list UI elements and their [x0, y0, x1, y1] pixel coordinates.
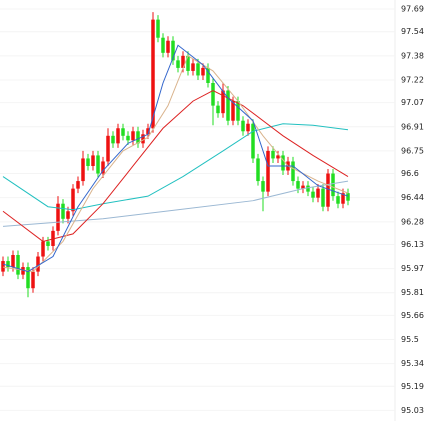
y-tick-label: 95.66: [401, 311, 424, 320]
candle-body: [6, 261, 10, 268]
candle-body: [211, 82, 215, 106]
candle-body: [36, 256, 40, 272]
candle-body: [41, 241, 45, 257]
candle-body: [231, 101, 235, 121]
candle-body: [116, 128, 120, 144]
y-tick-label: 95.03: [401, 406, 424, 415]
moving-average: [2, 44, 349, 273]
y-tick-label: 96.13: [401, 240, 424, 249]
candle-body: [86, 158, 90, 166]
candle-body: [101, 161, 105, 174]
candle-body: [221, 90, 225, 114]
candle-body: [251, 123, 255, 159]
candle-body: [291, 161, 295, 182]
candle-body: [141, 134, 145, 144]
candle-body: [161, 37, 165, 53]
candle-body: [26, 267, 30, 289]
y-tick-label: 95.34: [401, 359, 424, 368]
y-tick-label: 95.5: [401, 335, 419, 344]
candle-body: [296, 181, 300, 189]
candle-body: [171, 40, 175, 61]
candle-body: [61, 203, 65, 219]
candle-body: [226, 90, 230, 121]
candle-body: [331, 173, 335, 197]
candle-body: [66, 211, 70, 219]
y-tick-label: 97.22: [401, 75, 424, 84]
candle-body: [56, 203, 60, 231]
candle-body: [256, 158, 260, 182]
candle-body: [31, 271, 35, 289]
y-tick-label: 95.81: [401, 288, 424, 297]
candle-body: [191, 63, 195, 71]
candle-body: [166, 40, 170, 53]
candle-body: [16, 255, 20, 275]
candle-body: [271, 150, 275, 159]
candle-body: [96, 155, 100, 174]
y-tick-label: 95.97: [401, 264, 424, 273]
candle-body: [246, 123, 250, 132]
candle-body: [336, 196, 340, 204]
candle-body: [176, 60, 180, 68]
candle-body: [121, 128, 125, 136]
moving-average: [2, 55, 349, 273]
candle-body: [281, 155, 285, 171]
candle-body: [146, 128, 150, 135]
candle-body: [151, 19, 155, 129]
candle-body: [261, 181, 265, 192]
candle-body: [276, 155, 280, 159]
candle-body: [316, 188, 320, 198]
candle-body: [301, 185, 305, 189]
candle-body: [206, 67, 210, 83]
candle-body: [181, 55, 185, 68]
candle-body: [91, 155, 95, 166]
y-tick-label: 97.07: [401, 98, 424, 107]
candle-body: [11, 255, 15, 268]
candle-body: [21, 267, 25, 275]
y-tick-label: 97.69: [401, 5, 424, 14]
y-tick-label: 96.91: [401, 122, 424, 131]
candle-body: [136, 131, 140, 144]
candle-body: [76, 181, 80, 189]
candle-body: [81, 158, 85, 182]
candle-body: [46, 241, 50, 246]
candle-body: [131, 131, 135, 141]
y-tick-label: 97.38: [401, 51, 424, 60]
candle-body: [311, 191, 315, 198]
candle-body: [326, 173, 330, 207]
y-tick-label: 96.6: [401, 169, 419, 178]
candle-body: [186, 55, 190, 71]
y-tick-label: 95.19: [401, 382, 424, 391]
candle-body: [1, 261, 5, 272]
candle-body: [71, 188, 75, 212]
candle-body: [111, 135, 115, 144]
y-tick-label: 97.54: [401, 27, 424, 36]
candle-body: [266, 150, 270, 192]
moving-average: [2, 89, 349, 242]
candle-body: [341, 193, 345, 204]
y-tick-label: 96.44: [401, 193, 424, 202]
moving-average: [2, 123, 349, 211]
candle-body: [106, 135, 110, 162]
candle-body: [241, 120, 245, 132]
candle-body: [126, 135, 130, 141]
y-tick-label: 96.28: [401, 217, 424, 226]
candle-body: [306, 185, 310, 192]
candle-body: [321, 188, 325, 207]
candle-body: [196, 63, 200, 76]
candle-body: [201, 67, 205, 76]
candle-body: [156, 19, 160, 38]
y-tick-label: 96.75: [401, 146, 424, 155]
candle-body: [236, 101, 240, 121]
candle-body: [216, 105, 220, 114]
candle-body: [346, 193, 350, 201]
